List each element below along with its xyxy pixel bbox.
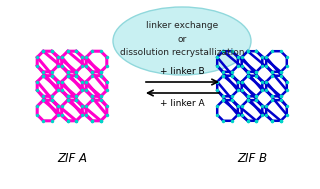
Text: ZIF B: ZIF B [237,153,267,166]
Ellipse shape [113,7,251,75]
Text: + linker A: + linker A [160,99,204,108]
Text: + linker B: + linker B [160,67,204,76]
Text: ZIF A: ZIF A [57,153,87,166]
Text: linker exchange
or
dissolution recrystallization: linker exchange or dissolution recrystal… [120,21,244,57]
